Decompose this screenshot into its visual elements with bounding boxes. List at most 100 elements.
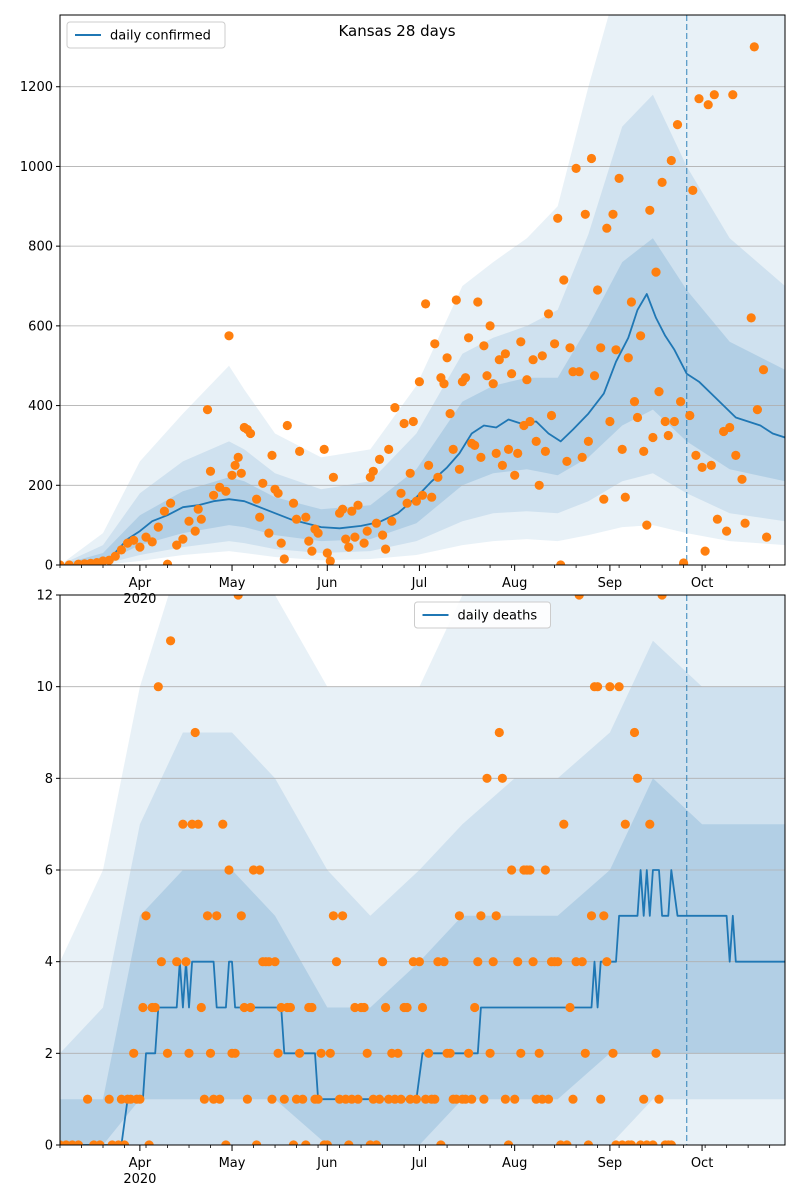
data-point (617, 444, 627, 454)
data-point (381, 544, 391, 554)
data-point (611, 345, 621, 355)
data-point (660, 416, 670, 427)
x-tick-label: Jul (411, 1156, 428, 1171)
data-point (205, 466, 216, 476)
data-point (445, 409, 455, 419)
data-point (196, 1002, 206, 1013)
data-point (129, 535, 139, 545)
data-point (562, 1140, 572, 1145)
x-tick-label: Jul (411, 576, 428, 591)
data-point (215, 1094, 225, 1104)
data-point (654, 387, 664, 397)
data-point (319, 444, 329, 454)
data-point (316, 1048, 326, 1058)
data-point (190, 526, 200, 536)
data-point (374, 1094, 385, 1104)
data-point (166, 636, 176, 646)
data-point (104, 1094, 114, 1104)
data-point (513, 448, 523, 458)
data-point (439, 379, 449, 389)
data-point (629, 727, 640, 738)
data-point (221, 486, 231, 496)
data-point (599, 494, 609, 504)
data-point (202, 911, 213, 921)
data-point (430, 339, 440, 349)
data-point (586, 153, 597, 164)
data-point (473, 957, 483, 967)
band-80 (60, 94, 785, 565)
data-point (95, 1140, 105, 1145)
data-point (553, 213, 563, 223)
data-point (525, 416, 535, 427)
data-point (605, 682, 615, 692)
data-point (393, 1048, 403, 1058)
data-point (648, 432, 658, 443)
data-point (540, 865, 551, 875)
data-point (166, 498, 176, 508)
data-point (313, 1094, 323, 1104)
data-point (700, 546, 710, 556)
data-point (442, 353, 452, 363)
data-point (574, 367, 584, 377)
data-point (60, 560, 65, 565)
y-tick-label: 1200 (20, 80, 53, 95)
y-tick-label: 12 (36, 589, 53, 604)
data-point (580, 209, 590, 219)
data-point (507, 865, 517, 875)
data-point (267, 1094, 277, 1104)
confirmed-series (60, 293, 785, 565)
data-point (666, 1140, 676, 1145)
data-point (141, 532, 151, 542)
data-point (574, 595, 584, 600)
data-point (614, 682, 624, 692)
data-point (528, 355, 538, 365)
data-point (328, 472, 338, 482)
y-tick-label: 600 (28, 319, 53, 334)
data-point (614, 173, 624, 183)
data-point (516, 1048, 526, 1058)
data-point (531, 436, 541, 446)
data-point (347, 506, 357, 516)
data-point (632, 412, 643, 423)
data-point (353, 500, 363, 510)
data-point (199, 1094, 209, 1104)
data-point (491, 448, 501, 458)
data-point (301, 512, 311, 522)
data-point (516, 337, 526, 347)
data-point (150, 1002, 160, 1013)
data-point (368, 466, 378, 476)
data-point (593, 682, 603, 692)
data-point (605, 416, 615, 427)
data-point (728, 90, 738, 100)
data-point (679, 558, 689, 565)
confirmed-uncertainty-bands (60, 15, 785, 565)
data-point (119, 1140, 130, 1145)
legend-box (66, 21, 226, 49)
data-point (273, 1048, 283, 1058)
data-point (691, 450, 701, 460)
data-point (543, 1094, 554, 1104)
data-point (162, 559, 173, 565)
y-tick-label: 2 (45, 1047, 53, 1062)
data-point (252, 494, 262, 504)
x-tick-label: Oct (691, 1156, 713, 1171)
data-point (445, 1048, 455, 1058)
data-point (135, 542, 145, 552)
data-point (562, 456, 572, 466)
data-point (565, 1002, 575, 1013)
data-point (371, 1140, 381, 1145)
data-point (669, 416, 680, 427)
data-point (255, 865, 265, 875)
data-point (639, 1094, 649, 1104)
data-point (353, 1094, 363, 1104)
data-point (491, 911, 501, 921)
data-point (341, 534, 351, 544)
data-point (282, 420, 292, 431)
x-tick-label: Jun (316, 576, 337, 591)
data-point (408, 416, 418, 427)
data-point (110, 551, 120, 561)
data-point (482, 371, 492, 381)
data-point (651, 1048, 661, 1058)
data-point (424, 460, 434, 470)
